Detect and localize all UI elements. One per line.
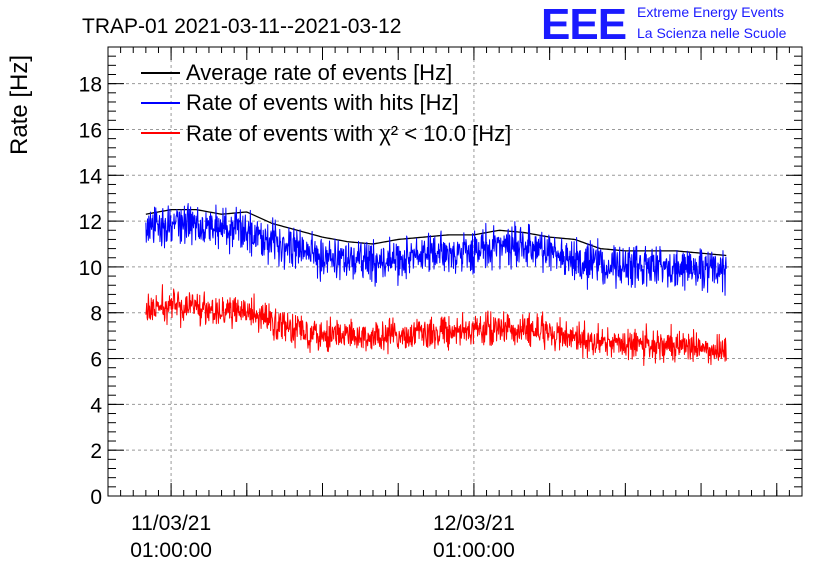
y-tick-label: 0	[90, 486, 102, 509]
legend-label-chi2: Rate of events with χ² < 10.0 [Hz]	[186, 121, 511, 146]
logo-mark: EEE	[541, 0, 626, 49]
y-tick-label: 2	[90, 440, 102, 463]
logo-line-2: La Scienza nelle Scuole	[637, 25, 787, 41]
eee-logo: EEE Extreme Energy Events La Scienza nel…	[541, 0, 787, 49]
x-tick-label-date: 11/03/21	[131, 512, 211, 535]
y-tick-label: 12	[79, 211, 102, 234]
y-tick-label: 14	[79, 165, 103, 188]
y-axis-label: Rate [Hz]	[6, 55, 33, 155]
legend-entry-hits: Rate of events with hits [Hz]	[141, 90, 459, 115]
x-tick-label-time: 01:00:00	[433, 539, 515, 562]
legend: Average rate of events [Hz] Rate of even…	[141, 60, 511, 146]
y-tick-label: 6	[90, 349, 102, 372]
axes: 0 2 4 6 8 10 12 14 16 18 11/03/21 01:00:00 12/03/21 0…	[79, 46, 803, 562]
x-tick-label-time: 01:00:00	[130, 539, 212, 562]
y-tick-label: 18	[79, 74, 102, 97]
chart-title: TRAP-01 2021-03-11--2021-03-12	[82, 15, 401, 38]
logo-line-1: Extreme Energy Events	[637, 4, 784, 20]
legend-label-hits: Rate of events with hits [Hz]	[186, 90, 459, 115]
series-layer	[145, 203, 727, 366]
legend-entry-average: Average rate of events [Hz]	[141, 60, 452, 85]
legend-label-average: Average rate of events [Hz]	[186, 60, 452, 85]
plot-frame	[107, 46, 803, 497]
y-tick-label: 8	[90, 303, 102, 326]
legend-entry-chi2: Rate of events with χ² < 10.0 [Hz]	[141, 121, 511, 146]
series-line-2	[145, 284, 727, 366]
y-tick-label: 10	[79, 257, 102, 280]
y-tick-label: 16	[79, 119, 102, 142]
y-tick-label: 4	[90, 394, 102, 417]
x-tick-label-date: 12/03/21	[433, 512, 515, 535]
series-line-1	[145, 203, 727, 296]
